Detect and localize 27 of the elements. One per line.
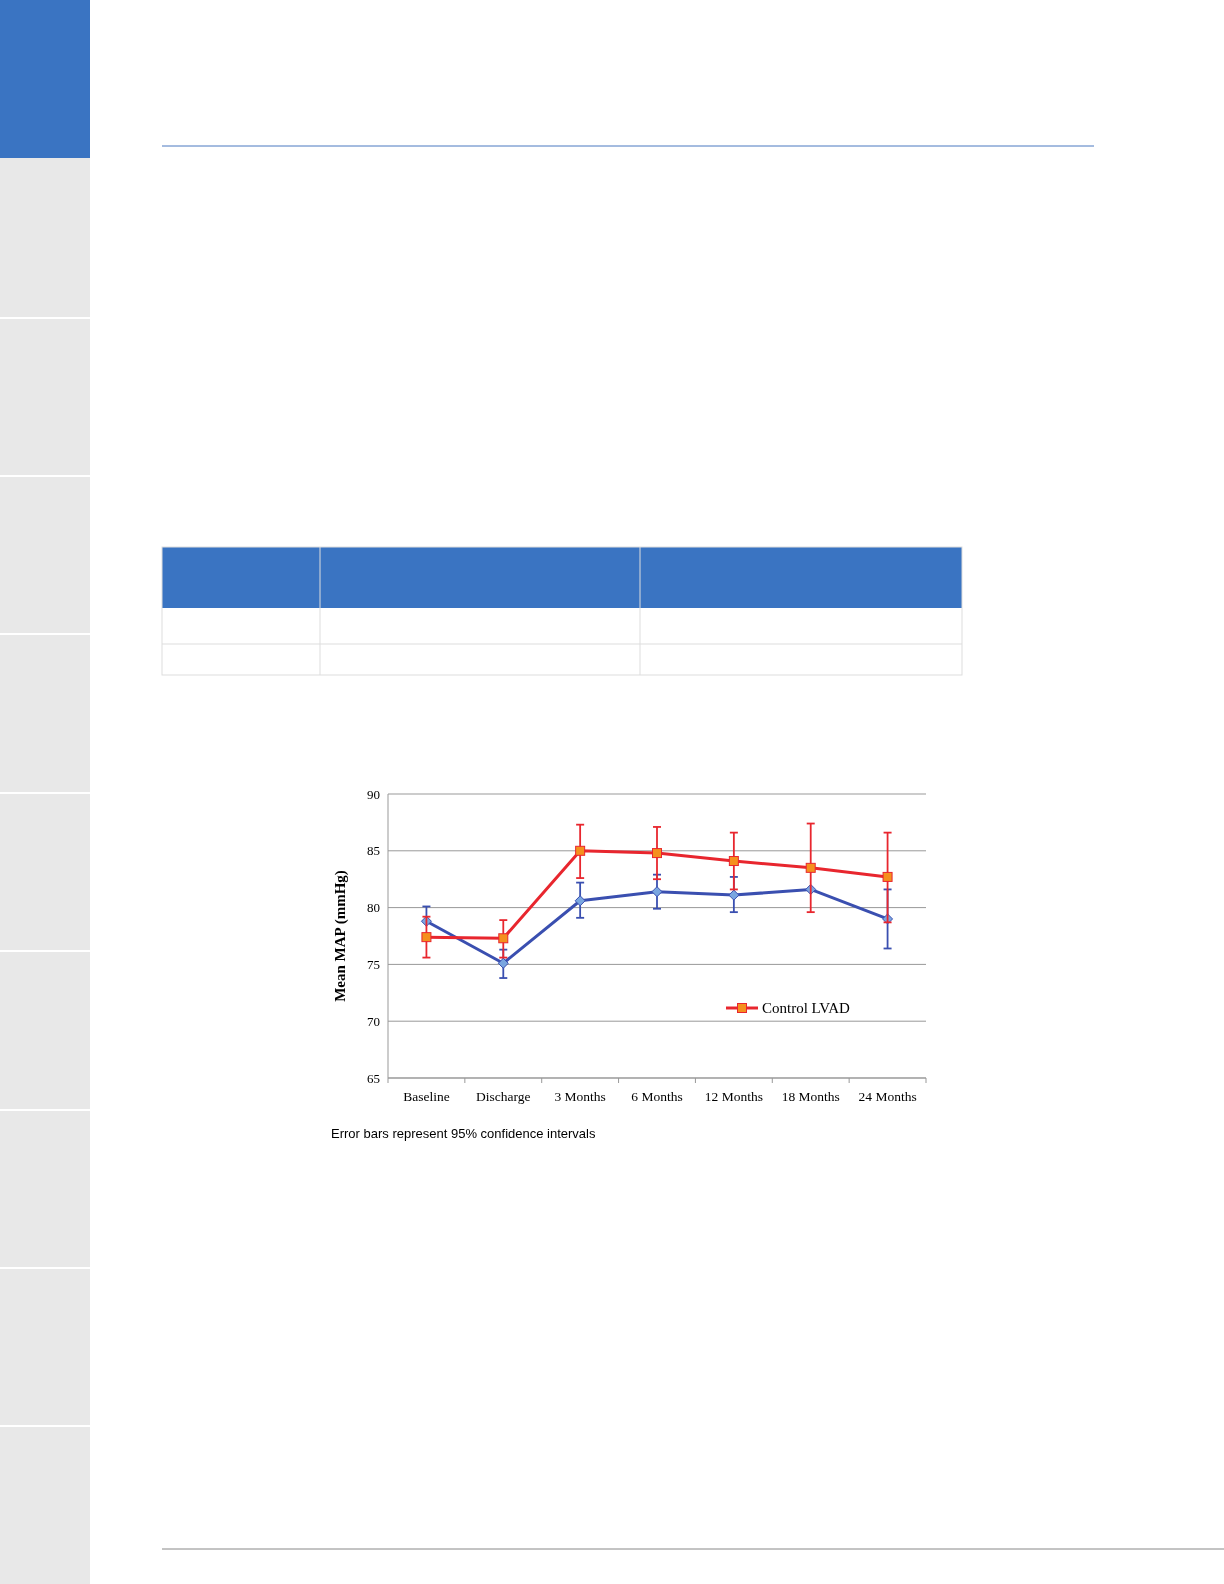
point bbox=[574, 895, 586, 907]
point bbox=[728, 889, 740, 901]
x-tick-label: 6 Months bbox=[631, 1089, 683, 1104]
point bbox=[498, 933, 509, 944]
point bbox=[805, 862, 816, 873]
y-tick-label: 85 bbox=[367, 843, 380, 859]
x-tick-label: Discharge bbox=[476, 1089, 531, 1104]
point bbox=[728, 856, 739, 867]
x-tick-label: Baseline bbox=[403, 1089, 450, 1104]
point bbox=[575, 845, 586, 856]
text: Error bars represent 95% confidence intervals bbox=[331, 1126, 596, 1141]
y-tick-label: 65 bbox=[367, 1070, 380, 1086]
point bbox=[421, 932, 432, 943]
x-tick-label: 24 Months bbox=[858, 1089, 917, 1104]
y-axis-title: Mean MAP (mmHg) bbox=[332, 870, 349, 1002]
x-tick-label: 12 Months bbox=[704, 1089, 763, 1104]
y-tick-label: 75 bbox=[367, 956, 380, 972]
y-tick-label: 70 bbox=[367, 1013, 380, 1029]
y-tick-label: 90 bbox=[367, 786, 380, 802]
point bbox=[882, 871, 893, 882]
point bbox=[652, 848, 662, 859]
point bbox=[651, 886, 663, 898]
legend-label: Control LVAD bbox=[762, 1000, 851, 1017]
x-tick-label: 3 Months bbox=[554, 1089, 606, 1104]
y-tick-label: 80 bbox=[367, 900, 380, 916]
x-tick-label: 18 Months bbox=[781, 1089, 840, 1104]
point bbox=[497, 957, 509, 969]
